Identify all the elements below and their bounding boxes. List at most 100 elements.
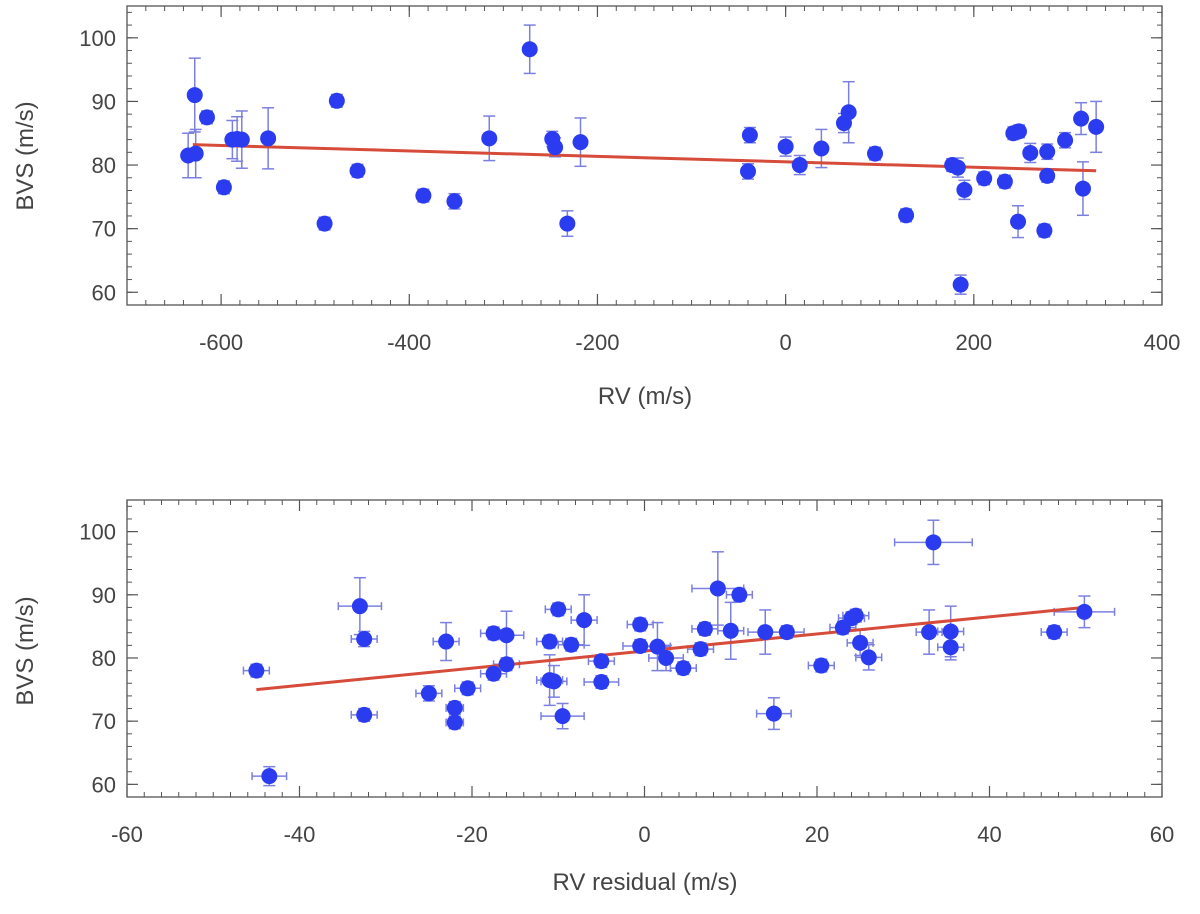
bottom-data-point xyxy=(692,641,709,658)
bottom-data-point xyxy=(485,665,502,682)
bottom-data-point xyxy=(356,706,373,723)
bottom-y-tick-label: 90 xyxy=(92,583,116,608)
top-data-point xyxy=(1039,143,1056,160)
top-plot-frame xyxy=(126,5,1163,306)
bottom-data-point xyxy=(438,633,455,650)
top-data-point xyxy=(233,131,250,148)
top-data-point xyxy=(976,170,993,187)
bottom-data-point xyxy=(632,616,649,633)
bottom-data-point xyxy=(554,708,571,725)
top-data-point xyxy=(1074,180,1091,197)
bottom-data-point xyxy=(852,634,869,651)
top-data-point xyxy=(1073,110,1090,127)
bottom-y-tick-label: 80 xyxy=(92,646,116,671)
top-data-point xyxy=(446,193,463,210)
bottom-x-tick-label: 20 xyxy=(805,822,829,847)
bottom-panel: -60 -40 -20 0 20 40 60 60 70 80 90 100 RV residual … xyxy=(12,499,1174,896)
bottom-data-point xyxy=(658,649,675,666)
top-data-point xyxy=(349,162,366,179)
bottom-panel-marks: -60 -40 -20 0 20 40 60 60 70 80 90 100 xyxy=(79,499,1174,847)
top-data-point xyxy=(521,41,538,58)
top-data-point xyxy=(777,138,794,155)
bottom-data-point xyxy=(576,612,593,629)
bottom-data-point xyxy=(813,657,830,674)
bottom-x-tick-label: 40 xyxy=(977,822,1001,847)
bottom-data-point xyxy=(563,636,580,653)
top-data-point xyxy=(813,140,830,157)
bottom-panel-xlabel: RV residual (m/s) xyxy=(553,869,738,896)
bottom-data-point xyxy=(709,580,726,597)
bottom-data-point xyxy=(649,638,666,655)
top-data-point xyxy=(187,145,204,162)
top-data-point xyxy=(186,87,203,104)
top-data-point xyxy=(996,173,1013,190)
top-data-point xyxy=(572,134,589,151)
bottom-data-point xyxy=(485,625,502,642)
top-data-point xyxy=(1010,213,1027,230)
top-data-point xyxy=(952,276,969,293)
bottom-data-point xyxy=(420,685,437,702)
top-data-point xyxy=(949,159,966,176)
bottom-x-tick-label: -20 xyxy=(456,822,488,847)
top-data-point xyxy=(791,157,808,174)
top-y-tick-label: 100 xyxy=(79,26,116,51)
bottom-data-point xyxy=(545,673,562,690)
top-data-point xyxy=(956,181,973,198)
top-data-point xyxy=(481,130,498,147)
top-data-point xyxy=(741,127,758,144)
bottom-data-point xyxy=(860,649,877,666)
bottom-data-point xyxy=(248,662,265,679)
top-x-tick-label: 200 xyxy=(955,330,992,355)
bottom-data-point xyxy=(925,534,942,551)
bottom-data-point xyxy=(459,680,476,697)
bottom-data-point xyxy=(446,699,463,716)
top-data-point xyxy=(898,207,915,224)
bottom-data-point xyxy=(1076,603,1093,620)
top-panel-xlabel: RV (m/s) xyxy=(598,383,692,410)
bottom-data-point xyxy=(356,631,373,648)
top-data-point xyxy=(559,215,576,232)
top-data-point xyxy=(1022,144,1039,161)
bottom-panel-ylabel: BVS (m/s) xyxy=(12,596,39,705)
bottom-data-point xyxy=(550,601,567,618)
top-data-point xyxy=(316,215,333,232)
bottom-data-point xyxy=(696,620,713,637)
top-data-point xyxy=(867,145,884,162)
bottom-data-point xyxy=(942,623,959,640)
bottom-data-point xyxy=(351,598,368,615)
top-data-point xyxy=(260,130,277,147)
bottom-data-point xyxy=(593,653,610,670)
top-data-point xyxy=(1036,222,1053,239)
bottom-data-point xyxy=(632,637,649,654)
bottom-data-point xyxy=(593,673,610,690)
top-data-point xyxy=(415,187,432,204)
bottom-data-point xyxy=(778,624,795,641)
bottom-data-point xyxy=(446,714,463,731)
top-data-point xyxy=(198,109,215,126)
bottom-data-point xyxy=(847,607,864,624)
top-x-tick-label: -400 xyxy=(387,330,431,355)
bottom-data-point xyxy=(757,624,774,641)
top-data-point xyxy=(1039,167,1056,184)
top-y-tick-label: 70 xyxy=(92,217,116,242)
bottom-data-point xyxy=(942,639,959,656)
bottom-data-point xyxy=(722,622,739,639)
bottom-data-point xyxy=(541,633,558,650)
bottom-x-tick-label: 60 xyxy=(1150,822,1174,847)
bottom-x-tick-label: -40 xyxy=(284,822,316,847)
top-data-point xyxy=(1057,132,1074,149)
bottom-y-tick-label: 100 xyxy=(79,520,116,545)
top-x-tick-label: 0 xyxy=(780,330,792,355)
bottom-fit-line xyxy=(256,605,1085,692)
top-y-tick-label: 90 xyxy=(92,89,116,114)
bottom-y-tick-label: 60 xyxy=(92,772,116,797)
bottom-data-point xyxy=(765,705,782,722)
top-x-tick-label: -200 xyxy=(575,330,619,355)
bottom-data-point xyxy=(921,624,938,641)
top-y-tick-label: 60 xyxy=(92,280,116,305)
bottom-data-point xyxy=(1046,624,1063,641)
bottom-x-tick-label: 0 xyxy=(638,822,650,847)
top-data-point xyxy=(215,179,232,196)
top-y-tick-label: 80 xyxy=(92,153,116,178)
